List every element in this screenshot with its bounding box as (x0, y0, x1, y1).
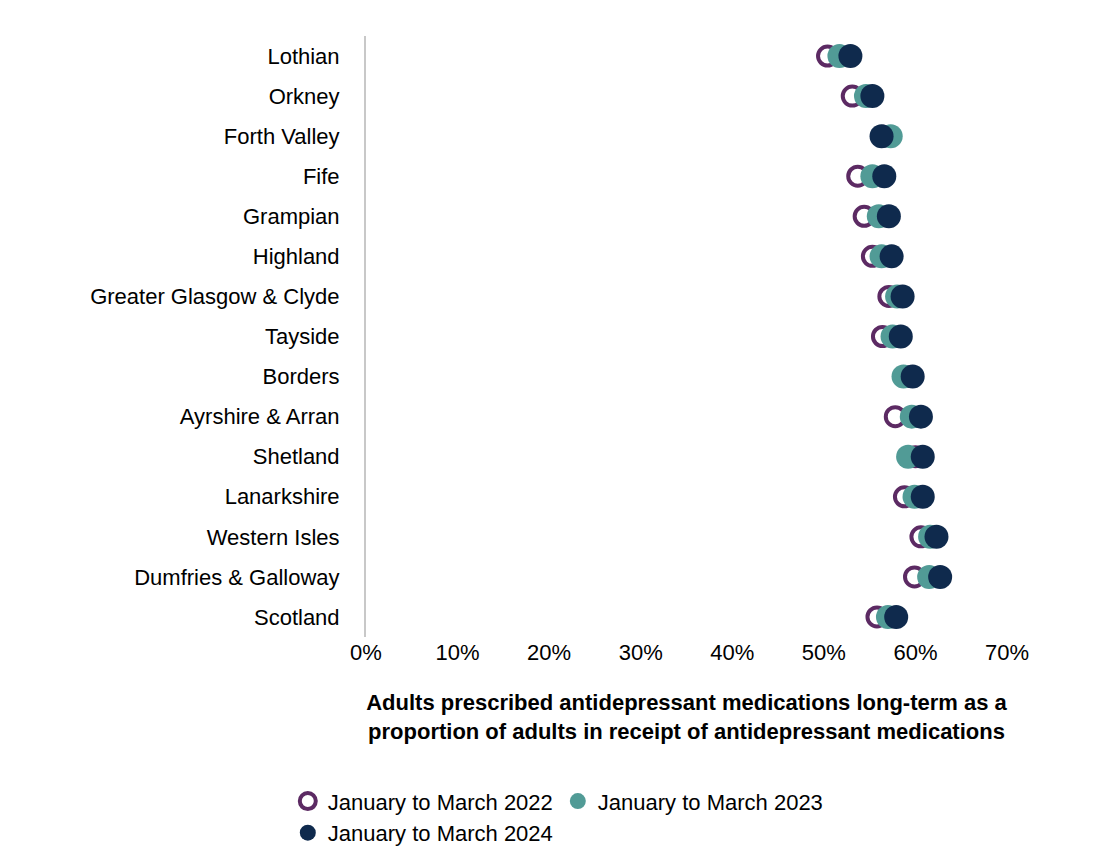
svg-text:January to March 2022: January to March 2022 (328, 790, 553, 815)
svg-text:Lothian: Lothian (267, 44, 339, 69)
svg-text:Shetland: Shetland (253, 444, 340, 469)
svg-text:Lanarkshire: Lanarkshire (225, 484, 340, 509)
svg-text:Western Isles: Western Isles (207, 525, 340, 550)
svg-text:Dumfries & Galloway: Dumfries & Galloway (134, 565, 339, 590)
svg-text:Forth Valley: Forth Valley (224, 124, 340, 149)
svg-text:40%: 40% (710, 640, 754, 665)
svg-text:Scotland: Scotland (254, 605, 340, 630)
svg-text:Orkney: Orkney (269, 84, 340, 109)
svg-text:70%: 70% (985, 640, 1029, 665)
svg-text:January to March 2023: January to March 2023 (598, 790, 823, 815)
svg-text:Borders: Borders (263, 364, 340, 389)
svg-text:0%: 0% (350, 640, 382, 665)
svg-text:50%: 50% (802, 640, 846, 665)
svg-text:Highland: Highland (253, 244, 340, 269)
svg-text:10%: 10% (436, 640, 480, 665)
svg-text:30%: 30% (619, 640, 663, 665)
svg-text:Fife: Fife (303, 164, 340, 189)
svg-text:Tayside: Tayside (265, 324, 340, 349)
svg-text:60%: 60% (893, 640, 937, 665)
svg-text:Grampian: Grampian (243, 204, 340, 229)
svg-text:20%: 20% (527, 640, 571, 665)
svg-text:Ayrshire & Arran: Ayrshire & Arran (180, 404, 340, 429)
svg-text:January to March 2024: January to March 2024 (328, 821, 553, 846)
svg-text:Adults prescribed antidepressa: Adults prescribed antidepressant medicat… (366, 690, 1007, 744)
svg-text:Greater Glasgow & Clyde: Greater Glasgow & Clyde (90, 284, 339, 309)
